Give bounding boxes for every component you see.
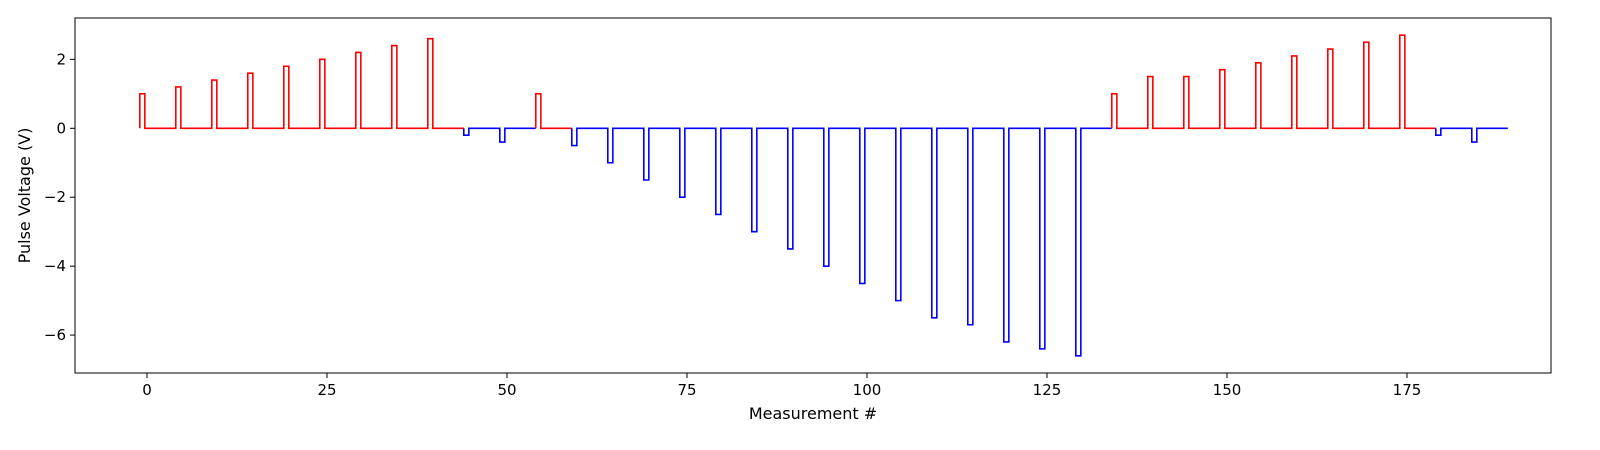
x-tick-label: 125 [1033, 381, 1062, 399]
series-line-5 [1435, 127, 1508, 143]
y-tick-label: 0 [56, 119, 66, 137]
plot-lines [139, 34, 1508, 357]
series-line-0 [139, 37, 464, 130]
x-tick-label: 75 [677, 381, 696, 399]
x-tick-label: 150 [1213, 381, 1242, 399]
x-axis: 0 25 50 75 100 125 150 175 [142, 373, 1421, 399]
y-axis-label: Pulse Voltage (V) [15, 128, 34, 264]
series-line-4 [1111, 34, 1436, 130]
series-line-1 [463, 127, 536, 143]
x-tick-label: 50 [497, 381, 516, 399]
plot-frame [74, 17, 1552, 374]
x-tick-label: 0 [142, 381, 152, 399]
series-line-3 [571, 127, 1112, 357]
y-tick-label: −4 [44, 257, 66, 275]
y-tick-label: 2 [56, 50, 66, 68]
x-tick-label: 25 [317, 381, 336, 399]
y-tick-label: −2 [44, 188, 66, 206]
series-line-2 [535, 93, 572, 130]
y-tick-label: −6 [44, 326, 66, 344]
x-tick-label: 175 [1393, 381, 1422, 399]
x-tick-label: 100 [853, 381, 882, 399]
x-axis-label: Measurement # [749, 404, 877, 423]
y-axis: −6 −4 −2 0 2 [44, 50, 75, 344]
